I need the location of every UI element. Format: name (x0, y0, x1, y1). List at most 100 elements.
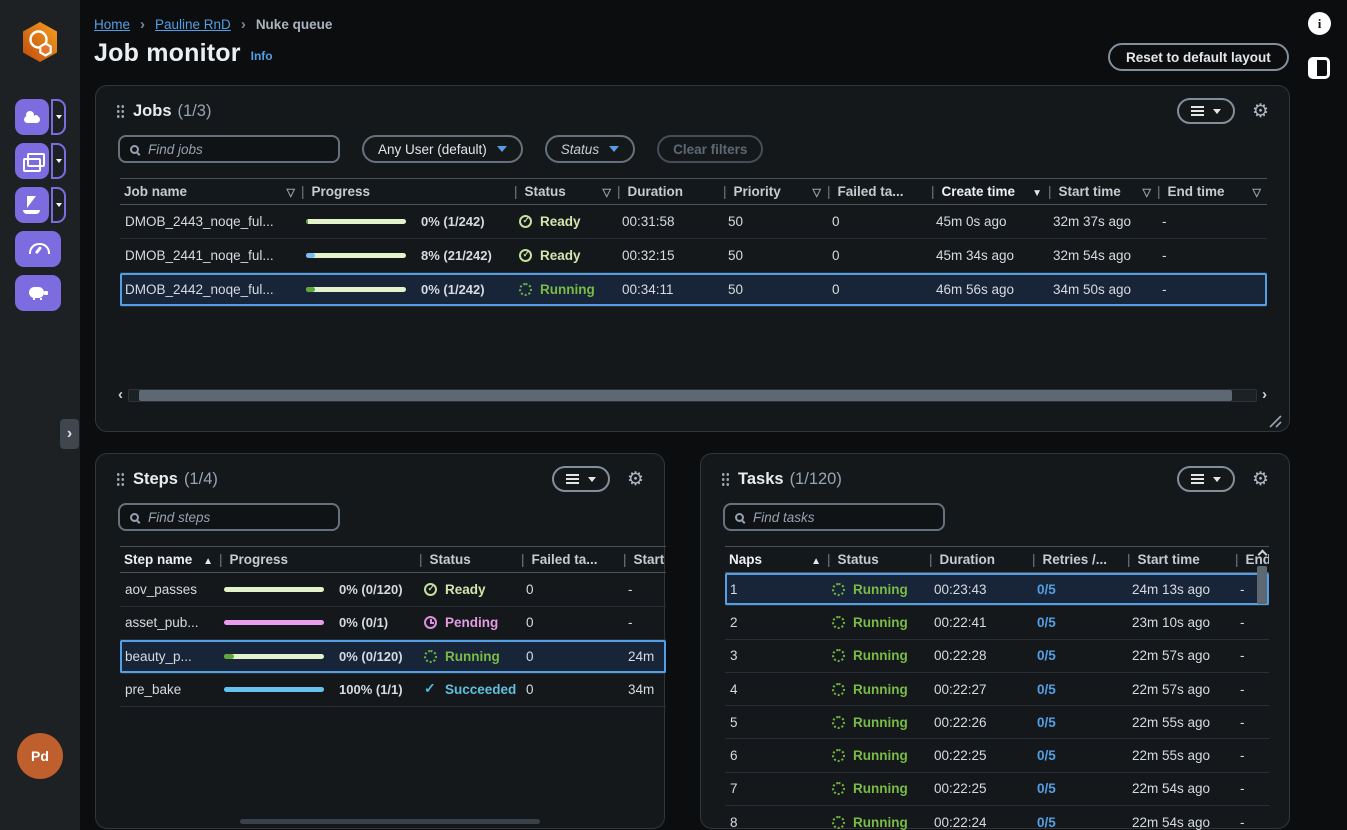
retries-link[interactable]: 0/5 (1037, 814, 1056, 830)
column-sort-filter-icon[interactable] (813, 185, 821, 199)
column-header[interactable]: End time (1235, 552, 1269, 567)
scrollbar-thumb[interactable] (240, 819, 540, 824)
vertical-scrollbar[interactable] (1256, 548, 1269, 830)
column-header[interactable]: Status (827, 552, 929, 567)
sidebar-nav-button[interactable] (15, 99, 49, 135)
job-end-time: - (1157, 214, 1267, 229)
drag-handle-icon[interactable] (116, 104, 124, 118)
breadcrumb-label[interactable]: Nuke queue (255, 17, 333, 32)
panel-menu-button[interactable] (1176, 98, 1235, 124)
task-row[interactable]: 8 Running 00:22:24 0/5 22m 54s ago - (725, 806, 1269, 830)
column-sort-filter-icon[interactable] (287, 185, 295, 199)
steps-search[interactable] (118, 503, 340, 531)
column-header[interactable]: Start time (1048, 184, 1157, 199)
find-tasks-input[interactable] (753, 509, 933, 525)
column-header[interactable]: Status (419, 552, 521, 567)
tasks-search[interactable] (723, 503, 945, 531)
task-retries: 0/5 (1032, 781, 1127, 796)
task-status: Running (827, 781, 929, 796)
retries-link[interactable]: 0/5 (1037, 648, 1056, 664)
column-sort-filter-icon[interactable] (1032, 185, 1042, 199)
step-row[interactable]: aov_passes 0% (0/120) Ready (120, 573, 666, 607)
gear-icon[interactable]: ⚙ (1251, 468, 1269, 490)
task-row[interactable]: 6 Running 00:22:25 0/5 22m 55s ago - (725, 739, 1269, 773)
task-row[interactable]: 2 Running 00:22:41 0/5 23m 10s ago - (725, 606, 1269, 640)
sidebar-flyout-chevron[interactable] (51, 99, 66, 135)
column-sort-filter-icon[interactable] (1143, 185, 1151, 199)
retries-link[interactable]: 0/5 (1037, 748, 1056, 764)
reset-layout-button[interactable]: Reset to default layout (1108, 43, 1289, 71)
retries-link[interactable]: 0/5 (1037, 681, 1056, 697)
sidebar-expand-button[interactable]: › (60, 419, 79, 449)
avatar[interactable]: Pd (17, 733, 63, 779)
resize-handle[interactable] (1269, 415, 1282, 428)
status-filter-button[interactable]: Status (544, 135, 636, 163)
retries-link[interactable]: 0/5 (1037, 714, 1056, 730)
job-row[interactable]: DMOB_2441_noqe_ful... 8% (21/242) Ready (120, 239, 1267, 273)
info-link[interactable]: Info (250, 48, 273, 63)
column-header[interactable]: Failed ta... (521, 552, 623, 567)
info-circle-icon[interactable]: i (1308, 12, 1331, 35)
scroll-up-arrow[interactable] (1257, 549, 1268, 560)
column-sort-filter-icon[interactable] (203, 553, 213, 567)
column-header[interactable]: Priority (723, 184, 827, 199)
breadcrumb-label[interactable]: Home (94, 17, 131, 32)
column-header[interactable]: Start time (623, 552, 666, 567)
column-header[interactable]: Naps (725, 552, 827, 567)
column-sort-filter-icon[interactable] (811, 553, 821, 567)
step-row[interactable]: pre_bake 100% (1/1) Succeeded (120, 674, 666, 707)
step-row[interactable]: asset_pub... 0% (0/1) Pending (120, 607, 666, 640)
sidebar-flyout-chevron[interactable] (51, 143, 66, 179)
column-header[interactable]: Progress (219, 552, 419, 567)
task-row[interactable]: 3 Running 00:22:28 0/5 22m 57s ago - (725, 640, 1269, 673)
user-filter-button[interactable]: Any User (default) (362, 135, 523, 163)
sidebar-nav-button[interactable] (15, 143, 49, 179)
job-row[interactable]: DMOB_2443_noqe_ful... 0% (1/242) Ready (120, 205, 1267, 239)
column-sort-filter-icon[interactable] (603, 185, 611, 199)
scroll-right-arrow[interactable]: › (1262, 386, 1267, 403)
sidebar-flyout-chevron[interactable] (51, 187, 66, 223)
column-header[interactable]: Job name (120, 184, 301, 199)
column-header[interactable]: Duration (929, 552, 1032, 567)
drag-handle-icon[interactable] (721, 472, 729, 486)
task-row[interactable]: 4 Running 00:22:27 0/5 22m 57s ago - (725, 673, 1269, 707)
horizontal-scrollbar[interactable] (120, 819, 640, 825)
sidebar-nav-button[interactable] (15, 231, 61, 267)
job-row[interactable]: DMOB_2442_noqe_ful... 0% (1/242) Running (120, 273, 1267, 307)
scrollbar-thumb[interactable] (139, 389, 1232, 401)
panel-menu-button[interactable] (551, 466, 610, 492)
scrollbar-track[interactable] (128, 388, 1257, 402)
scrollbar-thumb[interactable] (1257, 566, 1267, 604)
column-header[interactable]: Create time (931, 184, 1048, 199)
chevron-down-icon (609, 146, 620, 152)
column-header[interactable]: Step name (120, 552, 219, 567)
task-row[interactable]: 1 Running 00:23:43 0/5 24m 13s ago - (725, 573, 1269, 607)
retries-link[interactable]: 0/5 (1037, 781, 1056, 797)
sidebar-nav-button[interactable] (15, 275, 61, 311)
panel-menu-button[interactable] (1176, 466, 1235, 492)
retries-link[interactable]: 0/5 (1037, 581, 1056, 597)
step-row[interactable]: beauty_p... 0% (0/120) Running (120, 640, 666, 674)
split-panel-icon[interactable] (1308, 57, 1330, 79)
column-header[interactable]: Duration (617, 184, 723, 199)
task-row[interactable]: 7 Running 00:22:25 0/5 22m 54s ago - (725, 773, 1269, 807)
find-jobs-input[interactable] (148, 141, 328, 157)
column-header[interactable]: Retries /... (1032, 552, 1127, 567)
gear-icon[interactable]: ⚙ (626, 468, 644, 490)
retries-link[interactable]: 0/5 (1037, 614, 1056, 630)
task-row[interactable]: 5 Running 00:22:26 0/5 22m 55s ago - (725, 706, 1269, 740)
find-steps-input[interactable] (148, 509, 328, 525)
sidebar-nav-button[interactable] (15, 187, 49, 223)
jobs-search[interactable] (118, 135, 340, 163)
scroll-left-arrow[interactable]: ‹ (118, 386, 123, 403)
column-sort-filter-icon[interactable] (1253, 185, 1261, 199)
breadcrumb-label[interactable]: Pauline RnD (155, 17, 231, 32)
column-header[interactable]: Progress (301, 184, 514, 199)
column-header[interactable]: Status (514, 184, 617, 199)
drag-handle-icon[interactable] (116, 472, 124, 486)
horizontal-scrollbar[interactable]: ‹ › (118, 387, 1267, 403)
column-header[interactable]: Start time (1127, 552, 1235, 567)
column-header[interactable]: Failed ta... (827, 184, 931, 199)
column-header[interactable]: End time (1157, 184, 1267, 199)
gear-icon[interactable]: ⚙ (1251, 100, 1269, 122)
